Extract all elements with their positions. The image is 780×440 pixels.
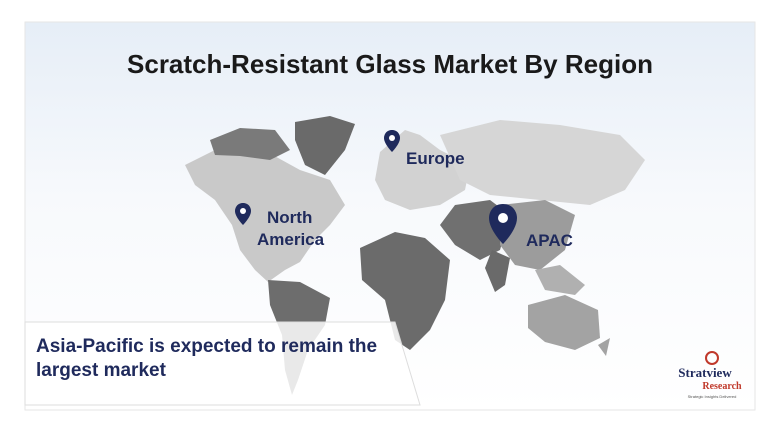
caption-box (24, 321, 421, 406)
logo-sub: Research (702, 381, 742, 392)
africa (360, 232, 450, 350)
greenland (295, 116, 355, 175)
logo-name: Stratview (678, 365, 732, 380)
new-zealand (598, 338, 610, 356)
region-label: North (267, 208, 312, 227)
pin-apac (489, 204, 517, 244)
australia (528, 295, 600, 350)
north-america (185, 148, 345, 282)
europe (375, 130, 470, 210)
region-label: America (257, 230, 325, 249)
southeast-asia (535, 265, 585, 295)
china (500, 200, 575, 270)
title: Scratch-Resistant Glass Market By Region (127, 49, 653, 79)
caption: largest market (36, 360, 167, 381)
logo-tagline: Strategic Insights Delivered (688, 394, 737, 399)
region-label: APAC (526, 231, 573, 250)
caption: Asia-Pacific is expected to remain the (36, 336, 377, 357)
logo: Stratview Research Strategic Insights De… (678, 351, 742, 399)
logo-icon (705, 351, 719, 365)
pin-europe (384, 130, 400, 152)
region-label: Europe (406, 149, 465, 168)
india (485, 250, 510, 292)
world-map (185, 116, 645, 395)
russia (440, 120, 645, 205)
canada-north (210, 128, 290, 160)
pin-north-america (235, 203, 251, 225)
